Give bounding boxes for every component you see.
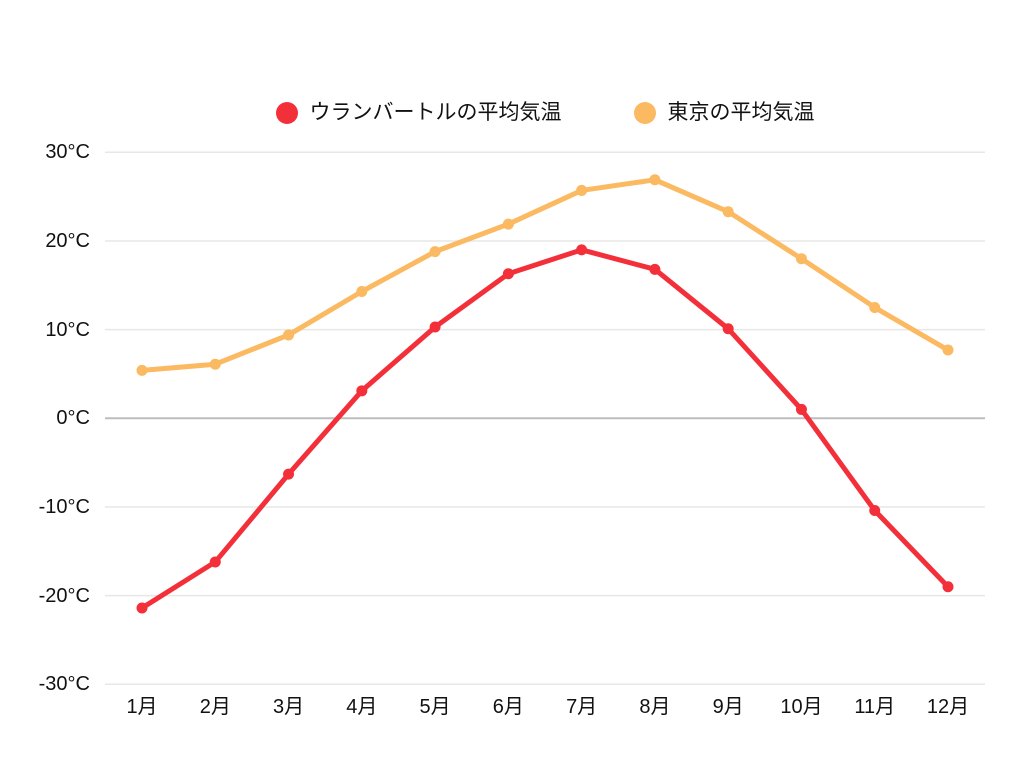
y-axis-label: 30°C — [45, 141, 90, 164]
x-axis-label: 6月 — [492, 696, 524, 718]
series-line — [139, 177, 951, 373]
x-axis-label: 8月 — [639, 696, 671, 718]
data-point — [429, 321, 441, 333]
x-axis-label: 4月 — [346, 696, 378, 718]
legend-label-tokyo: 東京の平均気温 — [667, 101, 815, 124]
data-point — [576, 244, 588, 256]
legend-item-tokyo: 東京の平均気温 — [633, 99, 815, 127]
data-point — [283, 468, 295, 480]
x-axis-label: 7月 — [566, 696, 598, 718]
x-axis-label: 9月 — [712, 696, 744, 718]
x-axis-label: 3月 — [272, 696, 305, 718]
y-axis-label: -20°C — [38, 584, 90, 607]
x-axis-label: 12月 — [926, 696, 970, 718]
data-point — [795, 253, 807, 265]
data-point — [942, 344, 954, 356]
legend-item-ulaanbaatar: ウランバートルの平均気温 — [275, 99, 562, 127]
data-point — [502, 218, 514, 230]
data-point — [209, 556, 221, 568]
y-axis-label: -10°C — [38, 495, 90, 518]
x-axis-label: 10月 — [780, 696, 823, 718]
legend-dot-ulaanbaatar-icon — [275, 102, 298, 124]
data-point — [795, 403, 807, 415]
data-point — [502, 268, 514, 280]
y-axis-label: -30°C — [38, 673, 90, 696]
data-point — [356, 385, 368, 397]
data-point — [942, 581, 954, 593]
data-point — [649, 174, 661, 186]
data-point — [869, 505, 881, 517]
data-point — [722, 323, 734, 335]
x-axis-label: 11月 — [854, 696, 896, 718]
data-point — [649, 263, 661, 275]
data-point — [576, 184, 588, 196]
x-axis-label: 5月 — [419, 696, 451, 718]
y-axis-label: 20°C — [45, 229, 90, 252]
data-point — [136, 602, 148, 614]
data-point — [136, 364, 148, 376]
series-line — [139, 247, 951, 611]
y-axis-label: 10°C — [45, 318, 90, 341]
data-point — [869, 301, 881, 313]
y-axis-label: 0°C — [56, 407, 90, 430]
legend: ウランバートルの平均気温 東京の平均気温 — [105, 99, 985, 127]
data-point — [429, 246, 441, 258]
data-point — [722, 206, 734, 218]
data-point — [283, 329, 295, 341]
data-point — [209, 358, 221, 370]
x-axis-label: 1月 — [126, 696, 158, 718]
data-point — [356, 286, 368, 298]
legend-label-ulaanbaatar: ウランバートルの平均気温 — [309, 101, 562, 124]
legend-dot-tokyo-icon — [633, 102, 656, 124]
x-axis-label: 2月 — [199, 696, 231, 718]
